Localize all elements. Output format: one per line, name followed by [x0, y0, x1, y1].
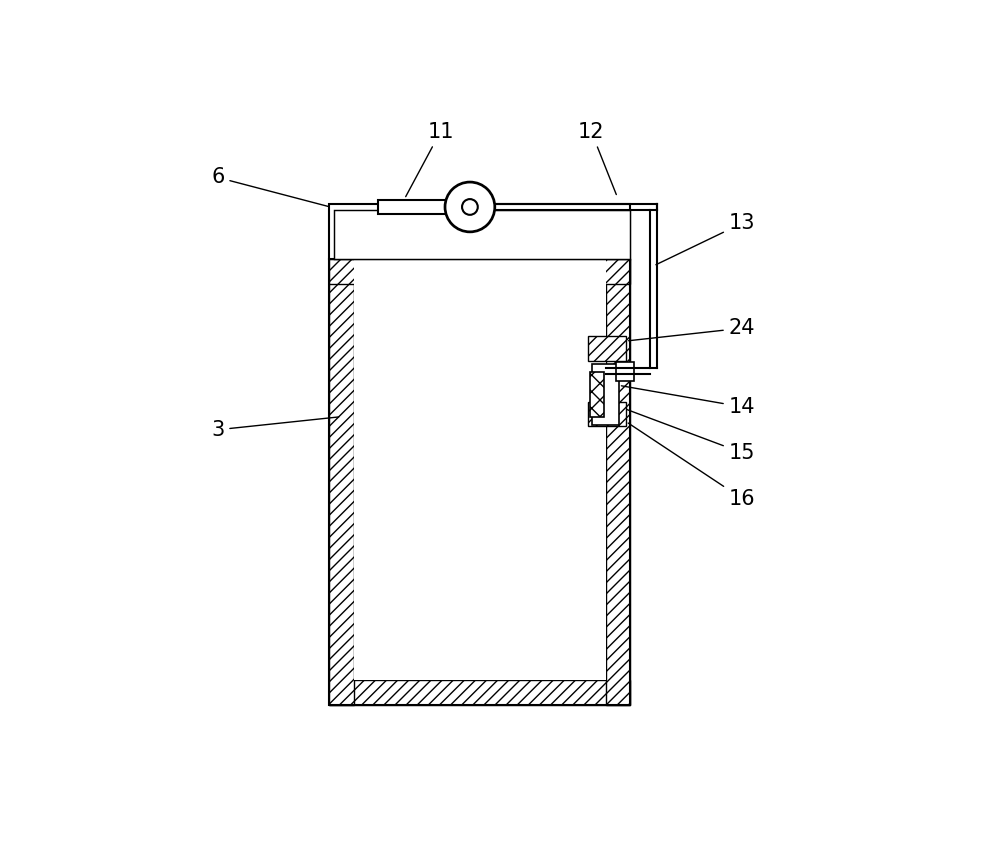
Text: 13: 13 — [656, 214, 755, 265]
Text: 11: 11 — [406, 122, 454, 197]
Bar — [354, 260, 606, 680]
Text: 24: 24 — [629, 318, 755, 340]
Circle shape — [445, 182, 495, 231]
Bar — [588, 402, 626, 426]
Bar — [378, 200, 457, 214]
Text: 16: 16 — [628, 423, 755, 509]
Bar — [329, 680, 630, 705]
Bar — [329, 260, 630, 284]
Bar — [606, 260, 630, 705]
Bar — [590, 372, 604, 417]
Circle shape — [462, 199, 478, 214]
Text: 14: 14 — [621, 386, 755, 417]
Text: 6: 6 — [211, 168, 353, 213]
Bar — [588, 336, 626, 361]
Text: 3: 3 — [211, 417, 339, 440]
Bar — [334, 210, 630, 260]
Bar — [329, 260, 630, 705]
Text: 12: 12 — [578, 122, 616, 195]
Bar — [592, 364, 619, 425]
Bar — [329, 260, 354, 705]
Text: 15: 15 — [607, 402, 755, 463]
Bar — [616, 363, 634, 380]
Bar — [329, 203, 630, 260]
